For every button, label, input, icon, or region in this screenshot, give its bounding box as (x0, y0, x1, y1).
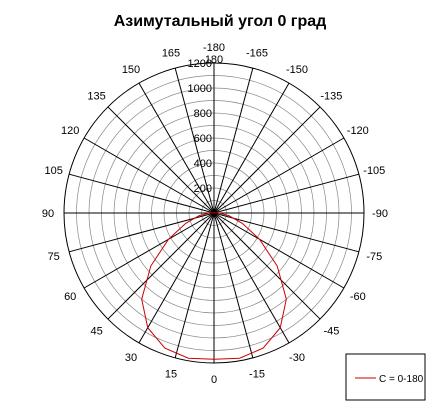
radial-label: 800 (194, 108, 212, 120)
angle-spoke (174, 212, 215, 359)
angle-spoke (213, 212, 345, 289)
legend-box (345, 353, 426, 401)
angle-label: -15 (249, 368, 265, 380)
angle-tick-labels: -180 -165-150-135-120-105-90-75-60-45-30-… (42, 42, 388, 386)
legend: C = 0-180 (345, 353, 426, 401)
angle-spoke (68, 173, 215, 214)
radial-label: 1000 (188, 83, 212, 95)
angle-spoke (107, 106, 215, 214)
angle-label: -165 (246, 48, 268, 60)
angle-label: 180 (205, 54, 223, 66)
angle-label: 90 (42, 208, 54, 220)
angle-label: 135 (87, 91, 105, 103)
angle-label: -45 (323, 325, 339, 337)
angle-spoke (83, 212, 215, 289)
angle-spoke (213, 173, 360, 214)
radial-label: 400 (194, 158, 212, 170)
angle-label: -30 (289, 352, 305, 364)
angle-spoke (107, 212, 215, 320)
radial-label: 200 (194, 183, 212, 195)
angle-label: -135 (320, 91, 342, 103)
radial-label: 600 (194, 133, 212, 145)
angle-label: 165 (162, 48, 180, 60)
angle-spoke (213, 67, 254, 214)
angle-spoke (83, 137, 215, 214)
angle-label: -90 (372, 208, 388, 220)
chart-title: Азимутальный угол 0 град (114, 13, 327, 30)
angle-spoke (213, 212, 290, 344)
angle-label: -75 (366, 251, 382, 263)
angle-label: 15 (165, 368, 177, 380)
angle-spoke (174, 67, 215, 214)
angle-spoke (68, 212, 215, 253)
angle-label: 120 (61, 125, 79, 137)
angle-label: 75 (48, 251, 60, 263)
angle-label: 30 (125, 352, 137, 364)
angle-label: 150 (122, 64, 140, 76)
angle-spoke (213, 82, 290, 214)
series-layer (141, 212, 287, 360)
angle-spoke (213, 212, 321, 320)
angle-label: -120 (347, 125, 369, 137)
angle-label: 45 (90, 325, 102, 337)
angle-spoke (138, 82, 215, 214)
angle-label: -150 (286, 64, 308, 76)
series-line (141, 212, 287, 360)
legend-label: C = 0-180 (379, 374, 424, 385)
angle-label: 0 (211, 374, 217, 386)
radial-tick-labels: 200 400 600 800 1000 1200 (188, 58, 212, 195)
angle-label: 60 (64, 291, 76, 303)
angle-spoke (213, 106, 321, 214)
angle-label: -180 (203, 42, 225, 54)
angle-spoke (213, 212, 254, 359)
radial-label: 1200 (188, 58, 212, 70)
angle-spoke (213, 137, 345, 214)
angle-label: -60 (350, 291, 366, 303)
angle-spoke (138, 212, 215, 344)
angle-label: -105 (363, 165, 385, 177)
angle-label: 105 (45, 165, 63, 177)
angle-spoke (213, 212, 360, 253)
angular-grid (64, 63, 364, 363)
